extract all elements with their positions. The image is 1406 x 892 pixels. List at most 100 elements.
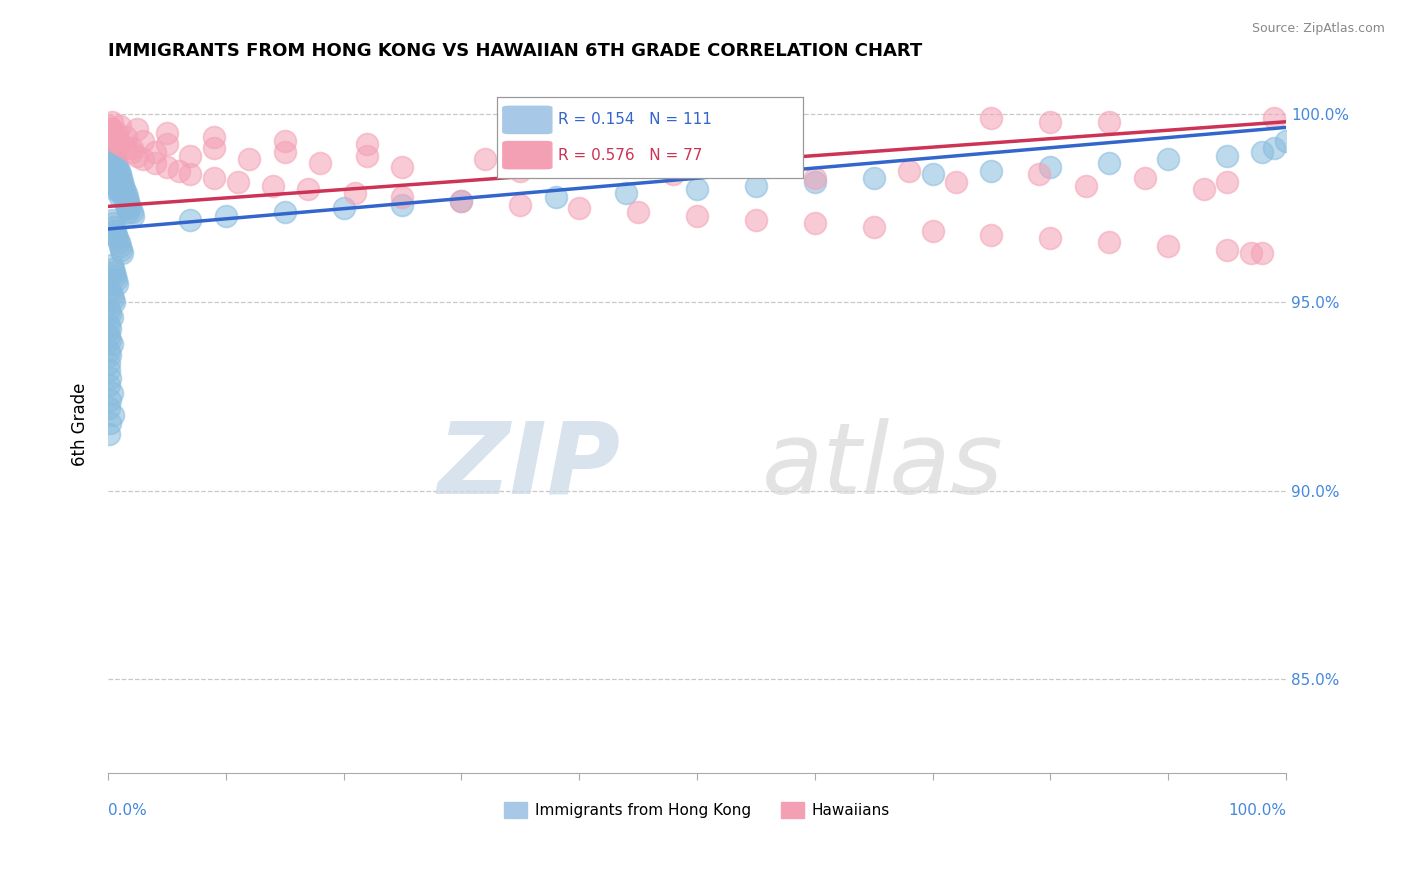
Point bbox=[1216, 175, 1239, 189]
Point bbox=[238, 153, 260, 167]
Point bbox=[108, 168, 131, 182]
Point bbox=[101, 261, 124, 276]
Point bbox=[862, 220, 884, 235]
Text: atlas: atlas bbox=[762, 418, 1004, 515]
Point bbox=[111, 246, 134, 260]
Point bbox=[98, 363, 121, 377]
Point bbox=[98, 168, 121, 182]
Point bbox=[143, 145, 166, 159]
Text: 100.0%: 100.0% bbox=[1227, 804, 1286, 818]
Text: IMMIGRANTS FROM HONG KONG VS HAWAIIAN 6TH GRADE CORRELATION CHART: IMMIGRANTS FROM HONG KONG VS HAWAIIAN 6T… bbox=[108, 42, 922, 60]
Point bbox=[98, 119, 121, 133]
Point bbox=[756, 160, 779, 174]
Point bbox=[1275, 134, 1298, 148]
Point bbox=[98, 355, 121, 369]
Point bbox=[132, 153, 155, 167]
Point bbox=[1074, 178, 1097, 193]
Point bbox=[202, 129, 225, 144]
Point bbox=[215, 209, 238, 223]
Point bbox=[474, 153, 496, 167]
Point bbox=[121, 141, 143, 155]
Point bbox=[100, 288, 122, 302]
Point bbox=[273, 205, 295, 219]
Point bbox=[1098, 114, 1121, 128]
Point bbox=[98, 134, 121, 148]
Point bbox=[98, 329, 121, 343]
Point bbox=[101, 156, 124, 170]
Point bbox=[105, 156, 128, 170]
Point bbox=[107, 134, 129, 148]
Point bbox=[1028, 168, 1050, 182]
Point bbox=[297, 182, 319, 196]
Point bbox=[107, 126, 129, 140]
Point bbox=[803, 171, 825, 186]
Point bbox=[98, 401, 121, 415]
Point bbox=[156, 160, 179, 174]
Point bbox=[104, 153, 127, 167]
Point bbox=[115, 190, 138, 204]
Point bbox=[391, 190, 413, 204]
Point bbox=[179, 148, 201, 162]
Point bbox=[568, 202, 591, 216]
Point bbox=[104, 129, 127, 144]
Text: Source: ZipAtlas.com: Source: ZipAtlas.com bbox=[1251, 22, 1385, 36]
Point bbox=[1239, 246, 1261, 260]
Point bbox=[110, 171, 132, 186]
Text: ZIP: ZIP bbox=[437, 418, 620, 515]
Point bbox=[686, 209, 709, 223]
Point bbox=[100, 175, 122, 189]
Point bbox=[108, 178, 131, 193]
Point bbox=[121, 209, 143, 223]
Point bbox=[1039, 231, 1062, 245]
Point bbox=[1039, 114, 1062, 128]
Point bbox=[107, 235, 129, 249]
Point bbox=[103, 134, 125, 148]
Point bbox=[110, 182, 132, 196]
Point bbox=[98, 129, 121, 144]
Point bbox=[980, 163, 1002, 178]
Point bbox=[127, 148, 149, 162]
Point bbox=[98, 416, 121, 430]
Point bbox=[179, 212, 201, 227]
Point bbox=[1157, 153, 1180, 167]
Point bbox=[862, 171, 884, 186]
Point bbox=[1216, 148, 1239, 162]
Point bbox=[101, 409, 124, 423]
Point bbox=[332, 202, 354, 216]
Point bbox=[108, 190, 131, 204]
Point bbox=[100, 122, 122, 136]
Point bbox=[745, 212, 768, 227]
Point bbox=[686, 182, 709, 196]
Point bbox=[98, 307, 121, 321]
Point bbox=[114, 197, 136, 211]
Point bbox=[356, 137, 378, 152]
Point bbox=[112, 190, 135, 204]
Point bbox=[1098, 156, 1121, 170]
Point bbox=[344, 186, 367, 201]
Point bbox=[103, 160, 125, 174]
Point bbox=[110, 243, 132, 257]
Point bbox=[202, 141, 225, 155]
Point bbox=[1098, 235, 1121, 249]
Point bbox=[98, 378, 121, 392]
Point bbox=[98, 148, 121, 162]
Point bbox=[945, 175, 967, 189]
Point bbox=[202, 171, 225, 186]
Point bbox=[117, 205, 139, 219]
Point bbox=[105, 273, 128, 287]
Point bbox=[118, 197, 141, 211]
Point bbox=[614, 186, 637, 201]
Legend: Immigrants from Hong Kong, Hawaiians: Immigrants from Hong Kong, Hawaiians bbox=[498, 796, 896, 824]
Point bbox=[356, 148, 378, 162]
Point bbox=[156, 137, 179, 152]
Point bbox=[107, 160, 129, 174]
Point bbox=[391, 197, 413, 211]
Point bbox=[101, 216, 124, 230]
Point bbox=[98, 302, 121, 317]
Point bbox=[101, 126, 124, 140]
Point bbox=[104, 268, 127, 283]
Point bbox=[98, 171, 121, 186]
Point bbox=[803, 216, 825, 230]
Point bbox=[273, 134, 295, 148]
Point bbox=[1263, 141, 1285, 155]
